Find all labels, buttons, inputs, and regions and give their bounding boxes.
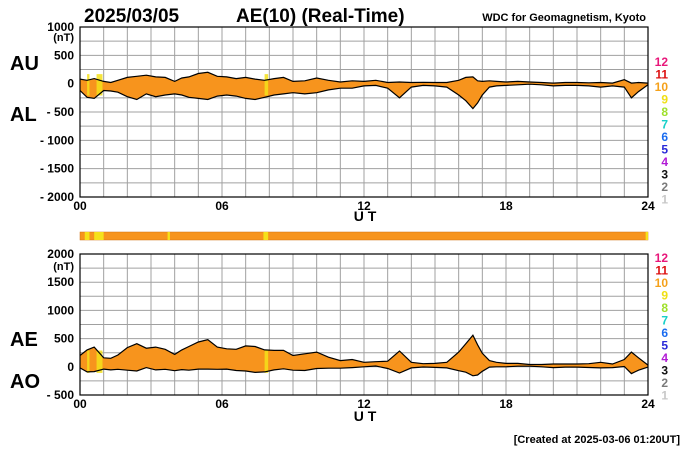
coverage-band bbox=[96, 350, 103, 373]
legend-count-7: 7 bbox=[661, 314, 668, 328]
chart-title: AE(10) (Real-Time) bbox=[236, 6, 405, 27]
y-tick-label: 0 bbox=[67, 360, 74, 374]
legend-count-10: 10 bbox=[655, 80, 669, 94]
legend-count-5: 5 bbox=[661, 143, 668, 157]
x-tick-label: 06 bbox=[215, 199, 229, 213]
unit-label-bottom: (nT) bbox=[53, 261, 74, 273]
ae-label: AE bbox=[10, 329, 38, 351]
legend-count-11: 11 bbox=[655, 264, 668, 278]
legend-count-12: 12 bbox=[655, 55, 669, 69]
x-tick-label: 00 bbox=[73, 199, 87, 213]
ao-label: AO bbox=[10, 371, 40, 393]
x-tick-label: 12 bbox=[357, 397, 371, 411]
y-tick-label: 500 bbox=[54, 332, 74, 346]
plot-frame bbox=[79, 253, 649, 396]
y-tick-label: 1000 bbox=[47, 303, 74, 317]
station-bar-highlight bbox=[167, 232, 170, 240]
legend-count-3: 3 bbox=[661, 168, 668, 182]
coverage-band bbox=[264, 350, 269, 373]
y-tick-label: - 2000 bbox=[40, 190, 74, 204]
legend-count-11: 11 bbox=[655, 68, 668, 82]
plot-frame bbox=[79, 26, 649, 198]
station-bar-base bbox=[79, 231, 649, 241]
coverage-band bbox=[264, 74, 269, 96]
legend-count-6: 6 bbox=[661, 130, 668, 144]
y-tick-label: 1000 bbox=[47, 20, 74, 34]
legend-count-4: 4 bbox=[661, 155, 668, 169]
station-bar-highlight bbox=[263, 232, 269, 240]
date-label: 2025/03/05 bbox=[84, 6, 180, 27]
legend-count-8: 8 bbox=[661, 301, 668, 315]
au-al-panel: AU AL (nT) 1000 500 0 - 500 - 1000 - 1500 - 20… bbox=[10, 20, 655, 224]
y-tick-label: - 500 bbox=[47, 388, 75, 402]
legend-count-1: 1 bbox=[661, 193, 668, 207]
legend-count-12: 12 bbox=[655, 251, 669, 265]
au-al-area bbox=[80, 72, 648, 109]
legend-count-9: 9 bbox=[661, 289, 668, 303]
legend-count-2: 2 bbox=[661, 376, 668, 390]
legend-count-9: 9 bbox=[661, 93, 668, 107]
x-tick-label: 24 bbox=[641, 397, 655, 411]
coverage-band bbox=[87, 74, 90, 96]
y-tick-label: - 1500 bbox=[40, 162, 74, 176]
y-tick-label: 0 bbox=[67, 77, 74, 91]
legend-count-4: 4 bbox=[661, 351, 668, 365]
x-tick-label: 18 bbox=[499, 397, 513, 411]
station-bar-highlight bbox=[645, 232, 648, 240]
legend-count-1: 1 bbox=[661, 389, 668, 403]
y-tick-label: 1500 bbox=[47, 275, 74, 289]
coverage-band bbox=[96, 74, 103, 96]
x-tick-label: 12 bbox=[357, 199, 371, 213]
y-tick-label: - 1000 bbox=[40, 133, 74, 147]
au-label: AU bbox=[10, 53, 39, 75]
unit-label-top: (nT) bbox=[53, 32, 74, 44]
legend-count-5: 5 bbox=[661, 339, 668, 353]
source-label: WDC for Geomagnetism, Kyoto bbox=[482, 12, 646, 24]
al-label: AL bbox=[10, 104, 37, 126]
station-bar-highlight bbox=[84, 232, 90, 240]
legend-count-2: 2 bbox=[661, 180, 668, 194]
legend-count-8: 8 bbox=[661, 105, 668, 119]
au-line bbox=[79, 71, 649, 84]
created-timestamp: [Created at 2025-03-06 01:20UT] bbox=[514, 434, 681, 446]
x-tick-label: 24 bbox=[641, 199, 655, 213]
y-tick-label: 2000 bbox=[47, 247, 74, 261]
al-line bbox=[79, 83, 649, 110]
coverage-band bbox=[87, 350, 90, 373]
x-axis-title-bottom: U T bbox=[354, 408, 377, 424]
station-contribution-bar bbox=[79, 231, 649, 241]
y-tick-label: - 500 bbox=[47, 105, 75, 119]
x-tick-label: 18 bbox=[499, 199, 513, 213]
legend-count-3: 3 bbox=[661, 364, 668, 378]
legend-count-10: 10 bbox=[655, 276, 669, 290]
x-axis-title-top: U T bbox=[354, 208, 377, 224]
y-tick-label: 500 bbox=[54, 48, 74, 62]
legend-count-7: 7 bbox=[661, 118, 668, 132]
ae-ao-area bbox=[80, 335, 648, 376]
legend-count-6: 6 bbox=[661, 326, 668, 340]
x-tick-label: 06 bbox=[215, 397, 229, 411]
x-tick-label: 00 bbox=[73, 397, 87, 411]
ae-line bbox=[79, 334, 649, 366]
ao-line bbox=[79, 365, 649, 377]
station-bar-highlight bbox=[94, 232, 104, 240]
